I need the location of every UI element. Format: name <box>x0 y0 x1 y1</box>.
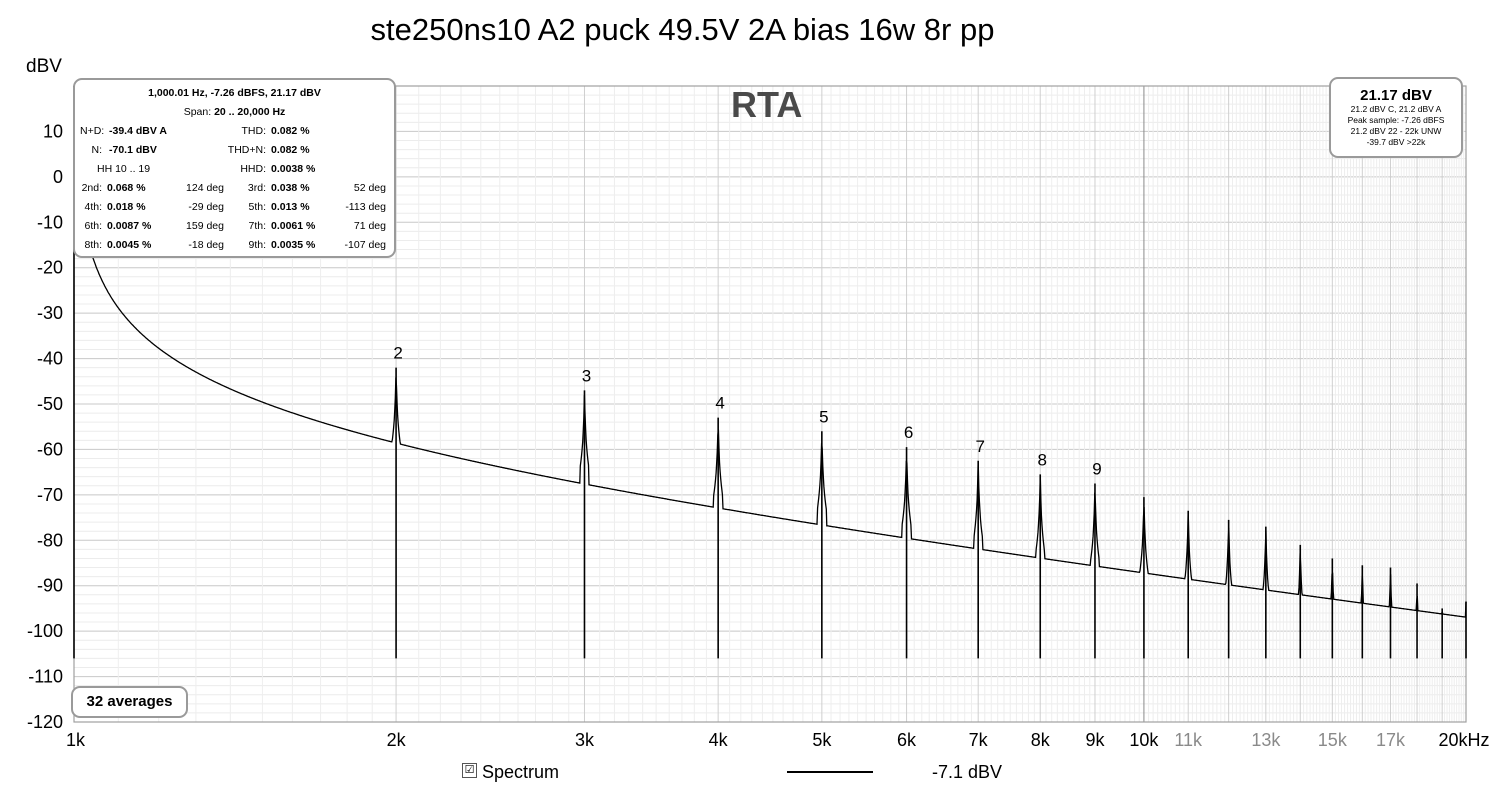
harmonic-label: 2nd: <box>81 182 102 194</box>
level-line-3: 21.2 dBV 22 - 22k UNW <box>1350 126 1442 136</box>
plot-axes: 10 0 -10 -20 -30 -40 -50 -60 -70 -80 -90 -100 -110 -1… <box>27 85 1490 750</box>
hh-label: HH 10 .. 19 <box>97 163 151 175</box>
thd-value: 0.082 % <box>271 125 310 137</box>
level-line-2: Peak sample: -7.26 dBFS <box>1347 115 1445 125</box>
x-tick-label: 13k <box>1251 730 1281 750</box>
harmonic-label: 7th: <box>248 220 266 232</box>
harmonic-value: 0.0035 % <box>271 239 316 251</box>
nd-label: N+D: <box>80 125 105 137</box>
hhd-value: 0.0038 % <box>271 163 316 175</box>
span-label: Span: <box>183 106 212 118</box>
level-main: 21.17 dBV <box>1360 87 1432 104</box>
harmonic-phase: 71 deg <box>353 220 386 232</box>
y-tick-label: -60 <box>37 439 63 459</box>
y-tick-label: -40 <box>37 349 63 369</box>
harmonic-value: 0.0087 % <box>107 220 152 232</box>
y-tick-label: -90 <box>37 576 63 596</box>
span-value: 20 .. 20,000 Hz <box>214 106 286 118</box>
spectrum-trace <box>73 85 1467 618</box>
rta-watermark: RTA <box>731 84 803 125</box>
harmonic-number-label: 4 <box>715 394 724 413</box>
level-line-1: 21.2 dBV C, 21.2 dBV A <box>1350 104 1442 114</box>
x-tick-label: 11k <box>1174 730 1203 750</box>
harmonic-label: 8th: <box>84 239 102 251</box>
harmonic-phase: 52 deg <box>353 182 386 194</box>
thdn-value: 0.082 % <box>271 144 310 156</box>
spectrum-legend-swatch <box>787 771 873 773</box>
harmonic-number-label: 6 <box>904 423 913 442</box>
harmonic-number-label: 7 <box>975 437 984 456</box>
x-tick-label: 20kHz <box>1438 730 1489 750</box>
x-tick-label: 17k <box>1376 730 1406 750</box>
x-tick-label: 2k <box>387 730 407 750</box>
y-tick-label: 0 <box>53 167 63 187</box>
x-tick-label: 8k <box>1031 730 1051 750</box>
spectrum-checkbox[interactable]: ☑ <box>462 763 477 778</box>
harmonic-label: 9th: <box>248 239 266 251</box>
plot-grid <box>74 85 1466 723</box>
x-tick-label: 1k <box>66 730 86 750</box>
harmonic-phase: -113 deg <box>345 201 386 213</box>
y-tick-label: -120 <box>27 712 63 732</box>
x-tick-label: 4k <box>709 730 729 750</box>
y-tick-label: -50 <box>37 394 63 414</box>
x-tick-label: 9k <box>1085 730 1105 750</box>
y-tick-label: -10 <box>37 212 63 232</box>
harmonic-label: 3rd: <box>247 182 266 194</box>
y-tick-label: -30 <box>37 303 63 323</box>
harmonic-value: 0.0045 % <box>107 239 152 251</box>
chart-title: ste250ns10 A2 puck 49.5V 2A bias 16w 8r … <box>370 12 995 47</box>
y-tick-label: -110 <box>28 667 63 687</box>
harmonic-phase: 124 deg <box>186 182 224 194</box>
harmonic-phase: 159 deg <box>186 220 224 232</box>
x-tick-label: 7k <box>969 730 989 750</box>
legend: ☑ Spectrum -7.1 dBV <box>0 760 1500 788</box>
x-tick-label: 3k <box>575 730 595 750</box>
x-tick-label: 10k <box>1129 730 1159 750</box>
y-tick-label: -100 <box>27 621 63 641</box>
harmonic-number-label: 5 <box>819 407 828 426</box>
y-axis-unit-label: dBV <box>26 56 62 77</box>
x-tick-label: 15k <box>1318 730 1348 750</box>
nd-value: -39.4 dBV A <box>109 125 167 137</box>
harmonic-number-label: 2 <box>393 344 402 363</box>
harmonic-number-label: 9 <box>1092 460 1101 479</box>
level-line-4: -39.7 dBV >22k <box>1366 137 1426 147</box>
stats-span: Span: 20 .. 20,000 Hz <box>75 106 394 118</box>
harmonic-value: 0.038 % <box>271 182 310 194</box>
hhd-label: HHD: <box>240 163 266 175</box>
harmonic-phase: -29 deg <box>188 201 224 213</box>
harmonic-phase: -107 deg <box>344 239 386 251</box>
x-tick-label: 5k <box>812 730 832 750</box>
harmonic-value: 0.068 % <box>107 182 146 194</box>
spectrum-trace-group <box>73 85 1467 659</box>
y-tick-label: -80 <box>37 530 63 550</box>
harmonic-label: 4th: <box>84 201 102 213</box>
x-tick-label: 6k <box>897 730 917 750</box>
spectrum-legend-level: -7.1 dBV <box>932 762 1003 782</box>
distortion-stats-panel[interactable]: 1,000.01 Hz, -7.26 dBFS, 21.17 dBV Span:… <box>73 78 396 258</box>
harmonic-number-label: 8 <box>1038 450 1047 469</box>
y-tick-label: -70 <box>37 485 63 505</box>
harmonic-phase: -18 deg <box>188 239 224 251</box>
harmonic-value: 0.0061 % <box>271 220 316 232</box>
harmonic-label: 5th: <box>248 201 266 213</box>
y-tick-label: 10 <box>43 121 63 141</box>
stats-header: 1,000.01 Hz, -7.26 dBFS, 21.17 dBV <box>148 87 321 99</box>
thd-label: THD: <box>241 125 267 137</box>
n-value: -70.1 dBV <box>109 144 157 156</box>
harmonic-value: 0.013 % <box>271 201 310 213</box>
thdn-label: THD+N: <box>227 144 266 156</box>
n-label: N: <box>91 144 103 156</box>
harmonic-label: 6th: <box>84 220 102 232</box>
spectrum-legend-label[interactable]: Spectrum <box>482 762 560 782</box>
level-readout-panel[interactable]: 21.17 dBV 21.2 dBV C, 21.2 dBV A Peak sa… <box>1329 77 1463 158</box>
harmonic-value: 0.018 % <box>107 201 146 213</box>
harmonic-number-label: 3 <box>582 366 591 385</box>
y-tick-label: -20 <box>37 258 63 278</box>
averages-badge[interactable]: 32 averages <box>71 686 188 718</box>
harmonic-label-group: 2 3 4 5 6 7 8 9 <box>393 344 1101 479</box>
